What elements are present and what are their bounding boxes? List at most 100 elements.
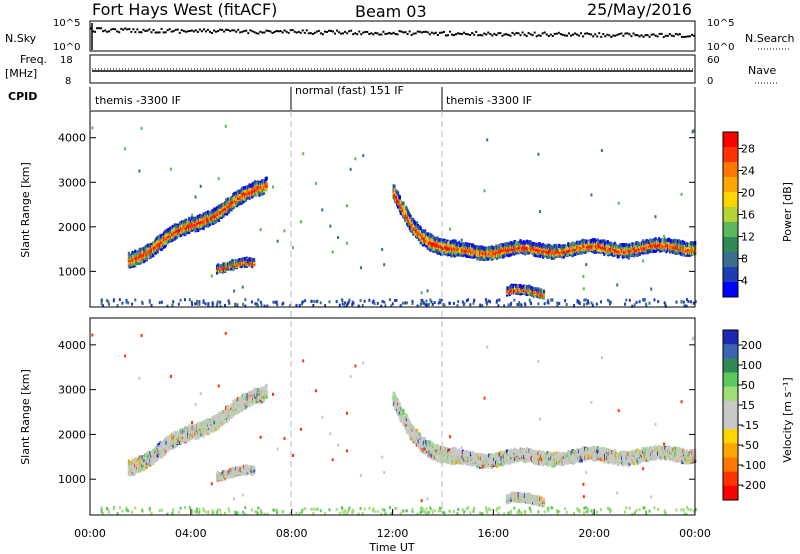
nsky-point — [182, 30, 185, 33]
echo-cell — [150, 248, 153, 253]
station-title: Fort Hays West (fitACF) — [92, 0, 277, 19]
echo-cell — [543, 253, 546, 258]
echo-cell — [213, 420, 216, 425]
ground-scatter-cell — [425, 299, 428, 303]
speckle-cell — [654, 215, 657, 219]
nsky-point — [497, 32, 500, 35]
nsky-point — [481, 34, 484, 37]
echo-cell — [258, 400, 261, 405]
nsky-point — [299, 31, 302, 34]
echo-cell — [528, 248, 531, 253]
nsky-point — [317, 29, 320, 32]
ground-scatter-cell — [344, 301, 347, 305]
echo-cell — [502, 243, 505, 248]
nsky-point — [521, 31, 524, 34]
nsky-point — [684, 35, 687, 38]
echo-cell — [458, 240, 461, 245]
nsky-point — [664, 34, 667, 37]
echo-cell — [613, 241, 617, 246]
ground-scatter-cell — [399, 304, 402, 308]
ground-scatter-cell — [107, 300, 110, 304]
nsky-point — [394, 32, 397, 35]
speckle-cell — [513, 246, 516, 250]
echo-cell — [649, 238, 652, 243]
nsky-point — [461, 32, 464, 35]
ground-scatter-cell — [675, 300, 678, 304]
nsky-point — [561, 33, 564, 36]
echo-cell — [593, 250, 596, 255]
nsky-point — [614, 34, 617, 37]
echo-cell — [186, 229, 189, 234]
echo-cell — [559, 248, 562, 253]
echo-cell — [142, 255, 145, 260]
nsky-point — [594, 33, 597, 36]
nsky-point — [646, 34, 649, 37]
ground-scatter-cell — [190, 300, 193, 304]
speckle-cell — [259, 228, 262, 232]
nsky-point — [420, 31, 423, 34]
speckle-cell — [590, 193, 593, 197]
nsky-point — [620, 32, 623, 35]
ground-scatter-cell — [179, 298, 182, 302]
ground-scatter-cell — [125, 300, 128, 304]
nsky-point — [592, 35, 595, 38]
nsky-point — [382, 30, 385, 33]
echo-cell — [130, 463, 133, 468]
ground-scatter-cell — [657, 300, 660, 304]
echo-cell — [415, 231, 419, 236]
ground-scatter-cell — [513, 298, 516, 302]
ground-scatter-cell — [281, 302, 284, 306]
echo-cell — [213, 424, 216, 429]
nsky-point — [311, 32, 314, 35]
echo-cell — [182, 222, 185, 227]
nsky-point — [537, 34, 540, 37]
echo-cell — [407, 430, 411, 435]
nsky-point — [674, 32, 677, 35]
nsky-point — [559, 33, 562, 36]
echo-cell — [406, 207, 409, 212]
nsky-point — [263, 31, 266, 34]
power-echoes — [91, 124, 697, 308]
ground-scatter-cell — [472, 301, 475, 305]
echo-cell — [171, 432, 175, 437]
ground-scatter-cell — [194, 302, 197, 306]
nsky-point — [206, 28, 209, 31]
nsky-point — [98, 27, 101, 30]
nsky-point — [672, 35, 675, 38]
nsearch-label: N.Search — [745, 32, 795, 45]
echo-cell — [216, 413, 219, 418]
nsky-tick-top: 10^5 — [53, 18, 80, 29]
echo-cell — [136, 252, 140, 257]
speckle-cell — [346, 204, 349, 208]
echo-cell — [214, 207, 217, 212]
nsky-point — [658, 32, 661, 35]
nsky-point — [241, 30, 244, 33]
nsky-point — [362, 31, 365, 34]
ground-scatter-cell — [272, 300, 275, 304]
nsky-point — [354, 32, 357, 35]
echo-cell — [228, 414, 231, 419]
echo-cell — [542, 289, 546, 294]
nsky-point — [249, 29, 252, 32]
nsky-point — [325, 31, 328, 34]
echo-cell — [144, 244, 148, 249]
echo-cell — [156, 245, 159, 250]
echo-cell — [674, 238, 677, 243]
ground-scatter-cell — [507, 303, 510, 307]
nsky-point — [519, 34, 522, 37]
ground-scatter-cell — [516, 303, 519, 307]
ground-scatter-cell — [583, 303, 586, 307]
nsky-point — [319, 32, 322, 35]
nsky-point — [533, 31, 536, 34]
nave-label: Nave — [748, 64, 776, 77]
echo-cell — [249, 188, 252, 193]
nsky-point — [172, 30, 175, 33]
ground-scatter-cell — [497, 304, 500, 308]
ground-scatter-cell — [461, 300, 464, 304]
speckle-cell — [321, 208, 324, 212]
echo-cell — [220, 422, 223, 427]
echo-cell — [130, 253, 133, 258]
ground-scatter-cell — [351, 303, 354, 307]
nsky-point — [553, 32, 556, 35]
